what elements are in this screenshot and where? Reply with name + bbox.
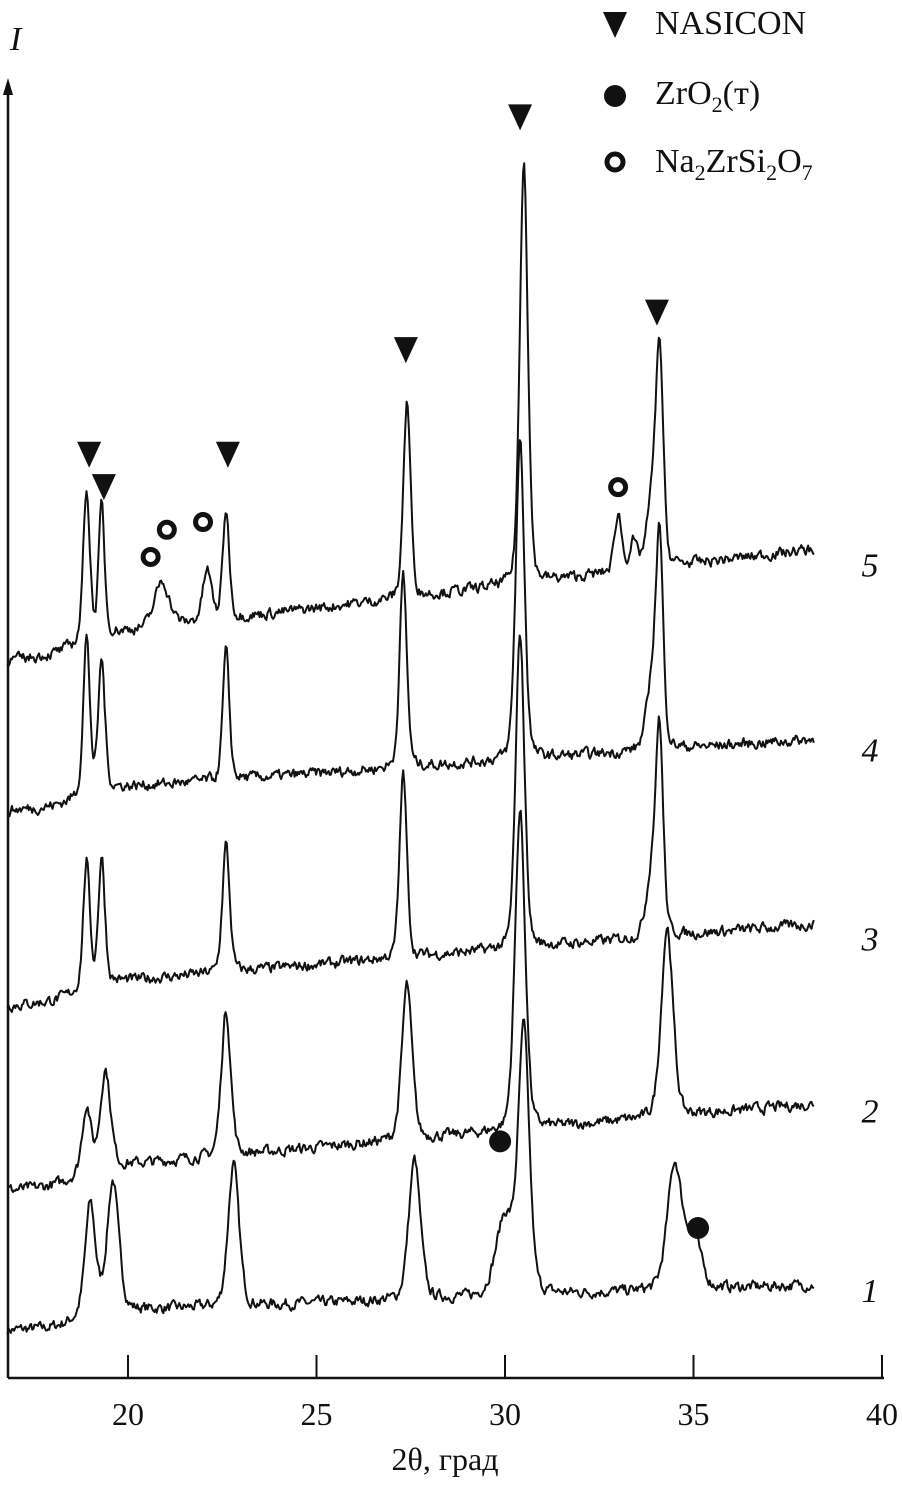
curve-label-3: 3 [861,921,879,958]
xrd-pattern-4 [6,439,815,818]
nasicon-marker [508,104,533,131]
nasicon-marker [393,337,418,364]
nasicon-marker [215,441,240,468]
na2zrsi2o7-marker [608,477,629,498]
nasicon-marker [644,299,669,326]
xrd-pattern-5 [6,162,815,667]
nasicon-marker [77,441,102,468]
legend-open-circle-icon [604,151,626,173]
curve-label-1: 1 [862,1273,879,1310]
legend: NASICON ZrO2(т) Na2ZrSi2O7 [603,5,813,185]
legend-na2zrsi2o7: Na2ZrSi2O7 [655,143,813,185]
na2zrsi2o7-marker [140,546,161,567]
legend-nasicon: NASICON [655,5,806,42]
axes: I 2θ, град [3,21,884,1477]
curve-label-4: 4 [862,733,879,770]
curve-label-5: 5 [862,548,879,585]
xrd-pattern-2 [6,809,815,1193]
curve-label-2: 2 [862,1093,879,1130]
y-axis-label: I [9,21,23,58]
y-axis-arrow-icon [3,78,13,95]
x-tick-label: 35 [678,1396,710,1432]
x-tick-label: 20 [112,1396,144,1432]
na2zrsi2o7-marker [193,512,214,533]
zro2-marker [687,1217,710,1240]
nasicon-marker [91,474,116,501]
legend-filled-circle-icon [604,85,626,107]
zro2-marker [489,1130,512,1153]
x-tick-label: 40 [866,1396,898,1432]
na2zrsi2o7-marker [156,519,177,540]
x-tick-label: 25 [301,1396,333,1432]
xrd-pattern-3 [6,634,815,1013]
x-axis-label: 2θ, град [392,1441,499,1477]
x-tick-label: 30 [489,1396,521,1432]
legend-zro2: ZrO2(т) [655,75,760,117]
legend-triangle-icon [603,12,627,38]
xrd-pattern-1 [6,1018,815,1335]
